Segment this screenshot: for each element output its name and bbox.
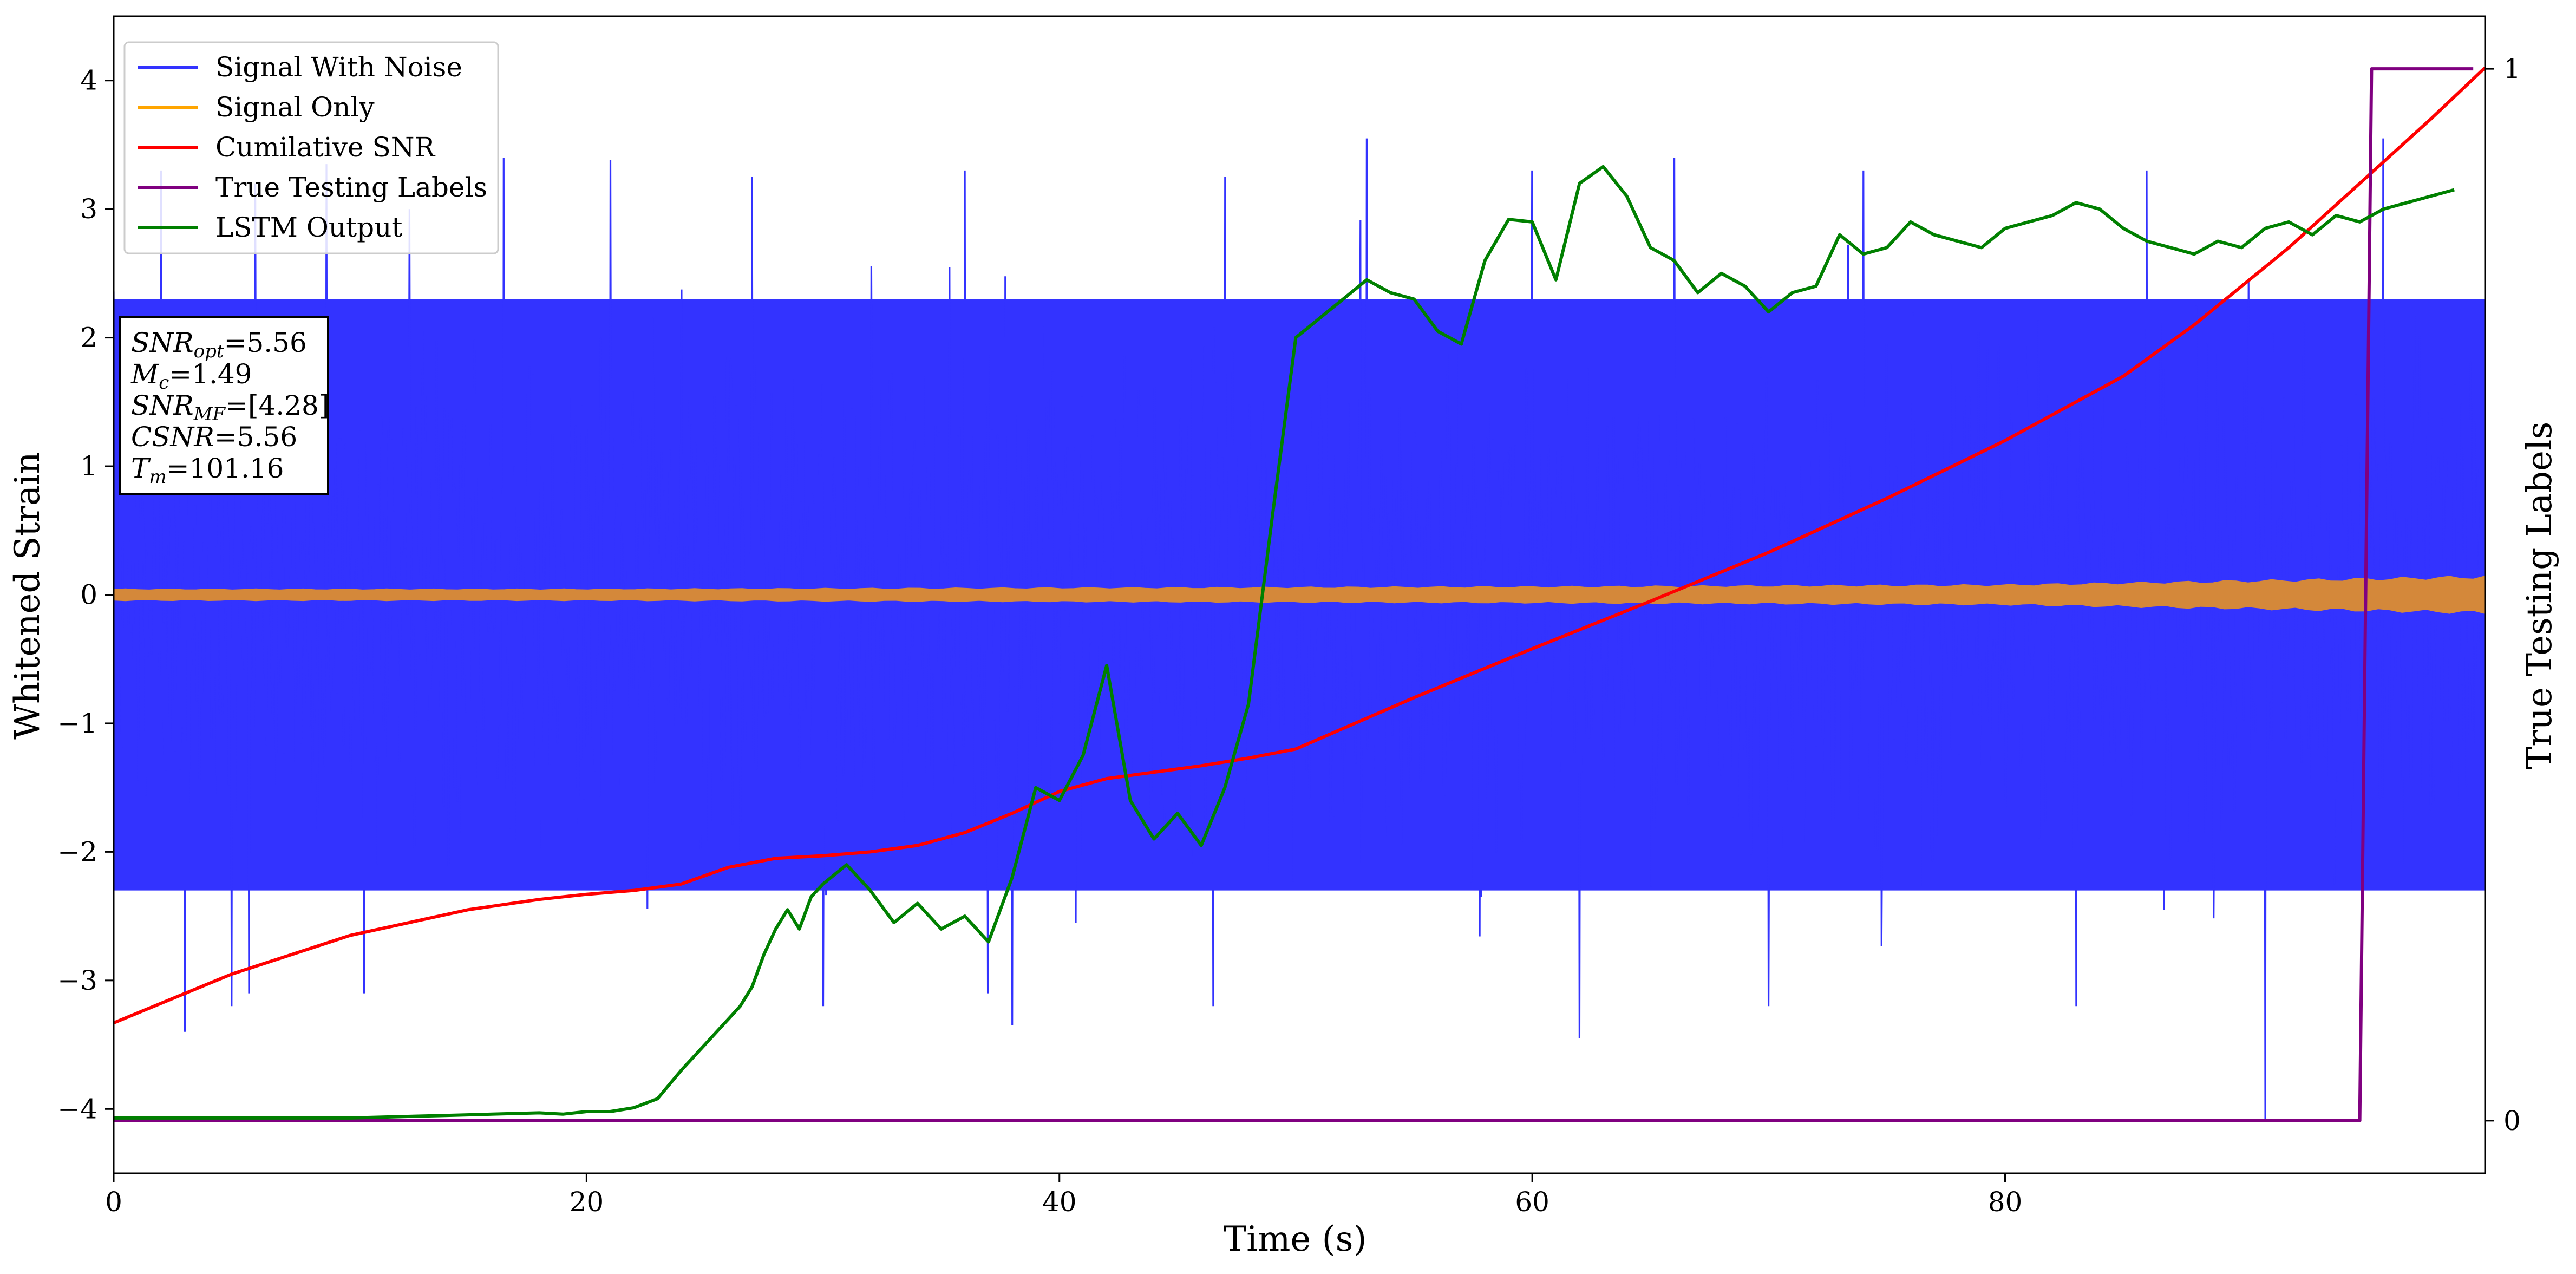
y-tick-label: 4 [80,65,97,96]
x-tick-label: 20 [570,1186,604,1218]
x-tick-label: 40 [1042,1186,1077,1218]
annotation-line: SNRMF=[4.28] [131,390,329,425]
annotation-box: SNRopt=5.56Mc=1.49SNRMF=[4.28]CSNR=5.56T… [119,316,329,495]
y-tick-label: 0 [80,579,97,611]
y-tick-label: −1 [57,708,97,739]
legend-label: True Testing Labels [215,172,487,203]
legend-label: Signal With Noise [215,51,462,83]
y-tick-label: −4 [57,1093,97,1125]
legend-label: Cumilative SNR [215,132,435,163]
annotation-line: CSNR=5.56 [131,421,297,453]
legend-label: Signal Only [215,92,375,123]
lstm-output-line [114,165,2455,1120]
legend: Signal With Noise Signal Only Cumilative S… [123,41,499,254]
annotation-line: SNRopt=5.56 [131,327,307,362]
true-testing-labels-line [114,67,2474,1122]
y2-axis-label: True Testing Labels [2520,422,2560,770]
x-tick-label: 60 [1515,1186,1549,1218]
legend-box [123,41,499,254]
legend-label: LSTM Output [215,212,402,243]
annotation-line: Mc=1.49 [130,358,252,394]
y-tick-label: 2 [80,322,97,354]
y-tick-label: 1 [80,450,97,482]
y-tick-label: −2 [57,836,97,867]
y2-tick-label: 0 [2503,1105,2521,1136]
y-tick-label: −3 [57,965,97,996]
y2-tick-label: 1 [2503,53,2521,84]
x-tick-label: 80 [1988,1186,2023,1218]
x-tick-label: 0 [105,1186,122,1218]
signal-only-band [114,576,2485,614]
y-axis-label: Whitened Strain [8,452,48,739]
cumulative-snr-line [114,66,2485,1024]
y-tick-label: 3 [80,193,97,225]
annotation-line: Tm=101.16 [131,453,284,488]
annotation-frame [119,316,329,495]
x-axis-label: Time (s) [1224,1219,1367,1259]
